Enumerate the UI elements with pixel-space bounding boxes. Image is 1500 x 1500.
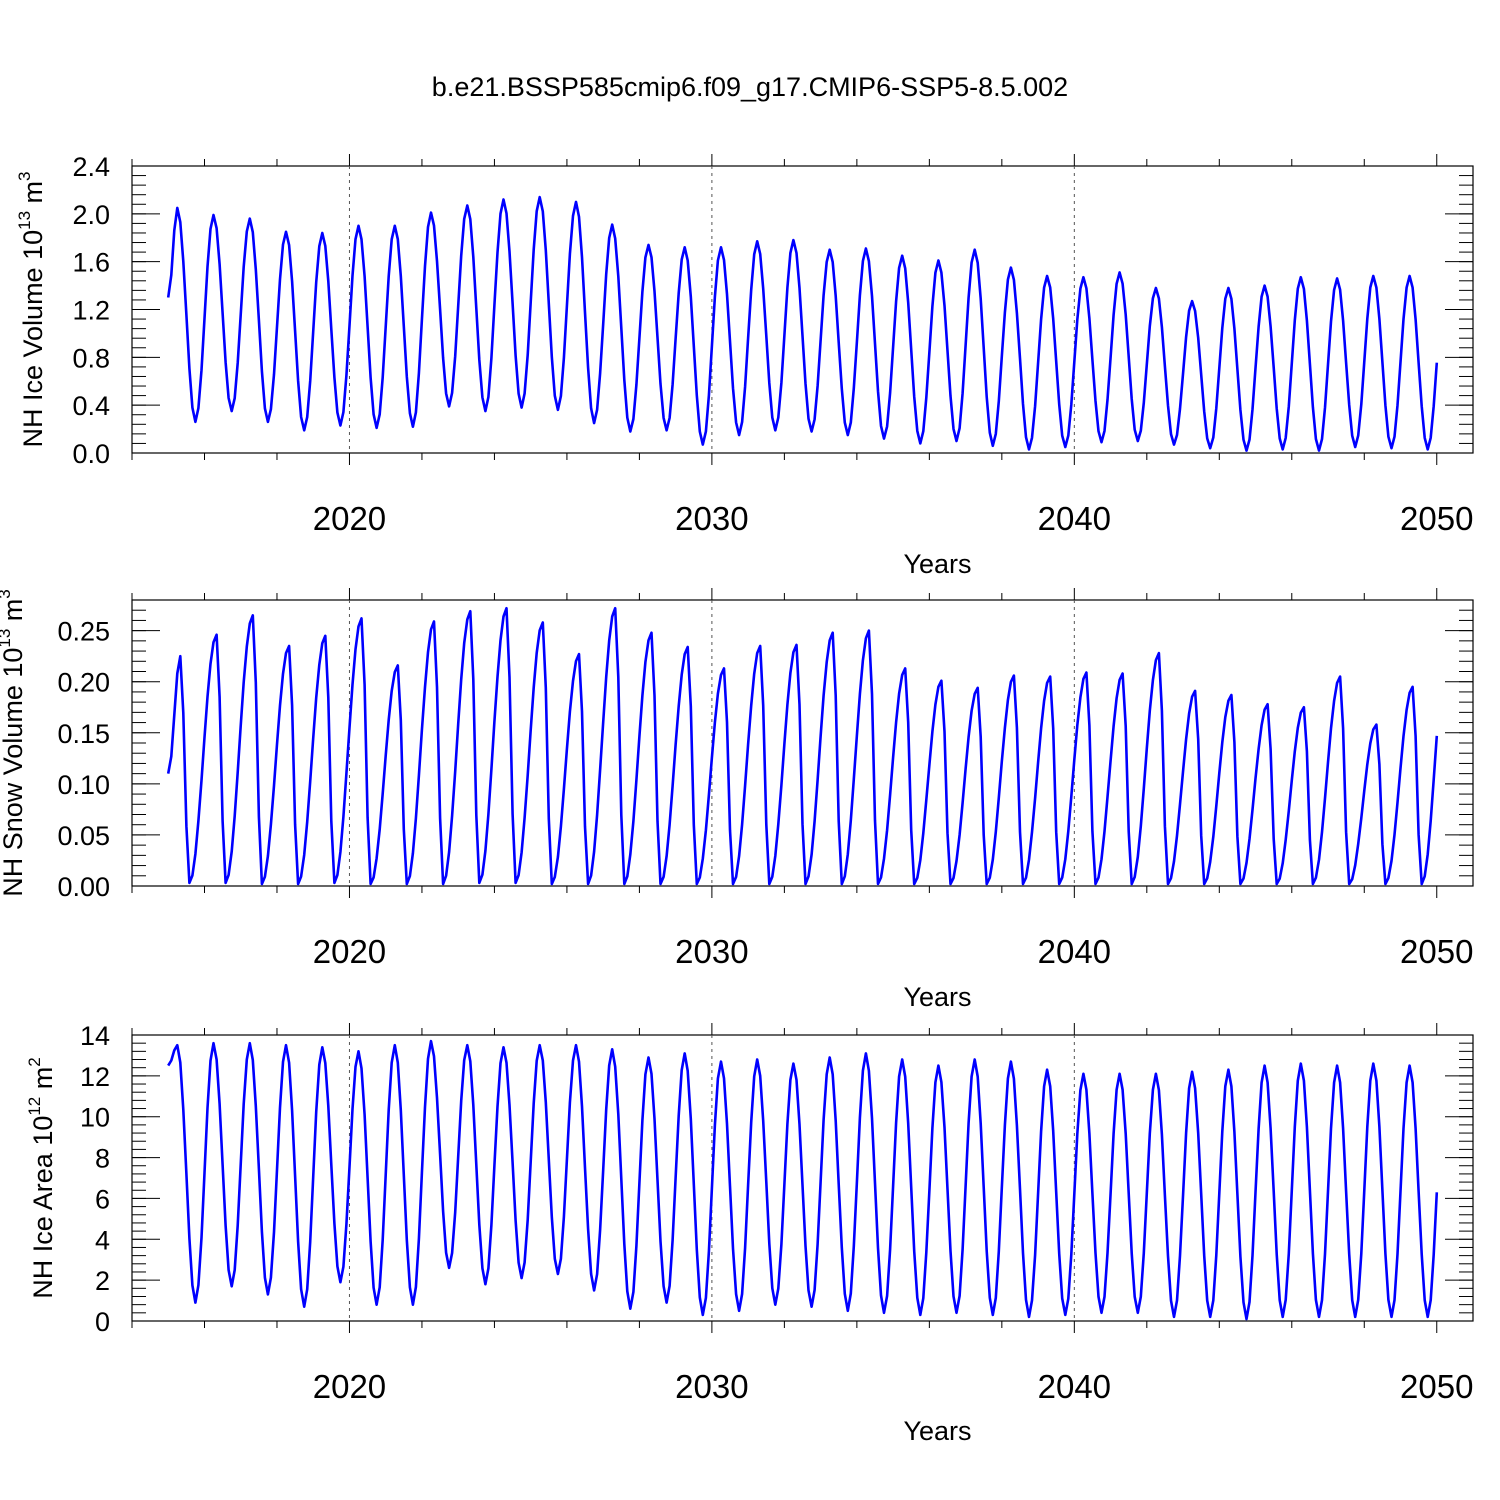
series-line-snow-volume bbox=[166, 606, 1439, 886]
y-axis-label: NH Snow Volume 1013 m3 bbox=[0, 589, 28, 897]
x-tick-label: 2040 bbox=[1038, 1368, 1111, 1405]
y-tick-label: 0.00 bbox=[57, 872, 110, 902]
x-axis-label: Years bbox=[903, 1416, 971, 1446]
y-axis-label-superscript: 13 bbox=[15, 211, 34, 230]
page-title: b.e21.BSSP585cmip6.f09_g17.CMIP6-SSP5-8.… bbox=[431, 72, 1069, 102]
x-tick-label: 2020 bbox=[313, 500, 386, 537]
plot-frame bbox=[131, 1034, 1474, 1322]
y-tick-label: 0 bbox=[95, 1307, 110, 1337]
y-tick-label: 6 bbox=[95, 1184, 110, 1214]
y-axis-label-text: m bbox=[0, 599, 28, 629]
y-axis-label-text: NH Snow Volume 10 bbox=[0, 648, 28, 897]
series-line-ice-volume bbox=[166, 195, 1439, 452]
y-axis-label-superscript: 3 bbox=[15, 172, 34, 181]
y-tick-label: 2 bbox=[95, 1266, 110, 1296]
chart-panel-snow-volume: 2020 2030 2040 2050 0.00 0.05 0.10 0.15 0.20 0.25… bbox=[0, 588, 1474, 1012]
y-axis-label: NH Ice Volume 1013 m3 bbox=[15, 172, 48, 448]
y-tick-label: 0.25 bbox=[57, 617, 110, 647]
x-tick-label: 2030 bbox=[675, 933, 748, 970]
y-tick-label: 0.0 bbox=[72, 439, 110, 469]
x-tick-label: 2020 bbox=[313, 1368, 386, 1405]
y-tick-label: 0.15 bbox=[57, 719, 110, 749]
x-tick-label: 2020 bbox=[313, 933, 386, 970]
y-axis-label-superscript: 12 bbox=[25, 1097, 44, 1116]
y-tick-label: 8 bbox=[95, 1144, 110, 1174]
y-tick-label: 0.10 bbox=[57, 770, 110, 800]
chart-panel-ice-area: 2020 2030 2040 2050 0 2 4 6 8 10 12 14 Years NH Ice A… bbox=[25, 1021, 1474, 1446]
y-tick-label: 0.05 bbox=[57, 821, 110, 851]
y-axis-label-text: m bbox=[18, 181, 48, 211]
y-axis-label: NH Ice Area 1012 m2 bbox=[25, 1057, 58, 1298]
y-axis-label-superscript: 3 bbox=[0, 589, 14, 598]
x-tick-label: 2050 bbox=[1400, 500, 1473, 537]
y-tick-label: 4 bbox=[95, 1225, 110, 1255]
x-tick-label: 2050 bbox=[1400, 933, 1473, 970]
x-tick-label: 2050 bbox=[1400, 1368, 1473, 1405]
y-tick-label: 2.4 bbox=[72, 152, 110, 182]
chart-panel-ice-volume: 2020 2030 2040 2050 0.0 0.4 0.8 1.2 1.6 2.0 2.4 Yea… bbox=[15, 152, 1474, 579]
y-axis-label-text: NH Ice Area 10 bbox=[28, 1116, 58, 1299]
plot-frame bbox=[131, 165, 1474, 454]
x-tick-label: 2040 bbox=[1038, 933, 1111, 970]
y-tick-label: 0.4 bbox=[72, 391, 110, 421]
y-tick-label: 10 bbox=[80, 1103, 110, 1133]
y-tick-label: 12 bbox=[80, 1062, 110, 1092]
y-tick-label: 1.6 bbox=[72, 248, 110, 278]
y-axis-label-superscript: 2 bbox=[25, 1057, 44, 1066]
y-tick-label: 0.20 bbox=[57, 668, 110, 698]
y-tick-label: 0.8 bbox=[72, 343, 110, 373]
y-tick-label: 2.0 bbox=[72, 200, 110, 230]
y-tick-label: 14 bbox=[80, 1021, 110, 1051]
x-axis-label: Years bbox=[903, 549, 971, 579]
x-tick-label: 2030 bbox=[675, 1368, 748, 1405]
y-axis-label-superscript: 13 bbox=[0, 629, 14, 648]
y-tick-label: 1.2 bbox=[72, 296, 110, 326]
x-tick-label: 2040 bbox=[1038, 500, 1111, 537]
y-axis-label-text: NH Ice Volume 10 bbox=[18, 230, 48, 448]
x-axis-label: Years bbox=[903, 982, 971, 1012]
x-tick-label: 2030 bbox=[675, 500, 748, 537]
y-axis-label-text: m bbox=[28, 1067, 58, 1097]
series-line-ice-area bbox=[167, 1039, 1439, 1321]
